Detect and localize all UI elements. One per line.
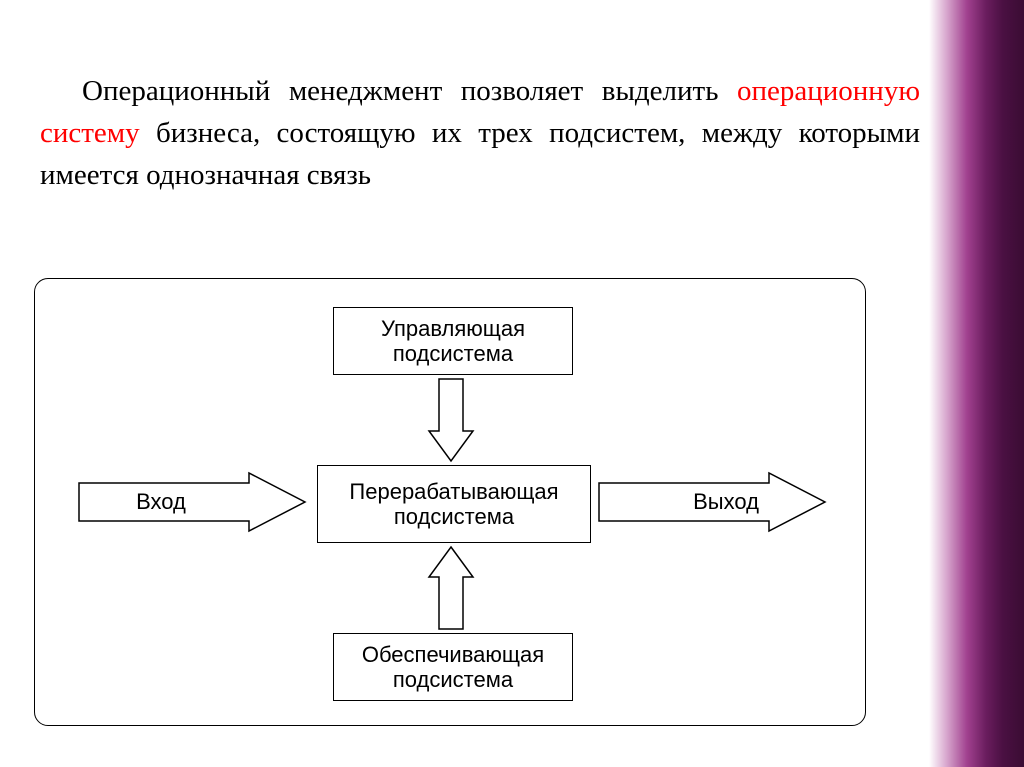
arrow-up-bottom xyxy=(429,547,473,629)
paragraph: Операционный менеджмент позволяет выдели… xyxy=(40,70,920,196)
slide-text: Операционный менеджмент позволяет выдели… xyxy=(40,70,920,196)
node-top: Управляющаяподсистема xyxy=(333,307,573,375)
para-part2: бизнеса, состоящую их трех подсистем, ме… xyxy=(40,117,920,191)
right-gradient-bar xyxy=(929,0,1024,767)
arrow-down-top xyxy=(429,379,473,461)
flowchart-container: Вход Выход Управляющаяподсистема Перераб… xyxy=(34,278,866,726)
label-in: Вход xyxy=(107,489,215,515)
node-bottom: Обеспечивающаяподсистема xyxy=(333,633,573,701)
para-part1: Операционный менеджмент позволяет выдели… xyxy=(82,75,737,107)
node-center: Перерабатывающаяподсистема xyxy=(317,465,591,543)
label-out: Выход xyxy=(671,489,781,515)
